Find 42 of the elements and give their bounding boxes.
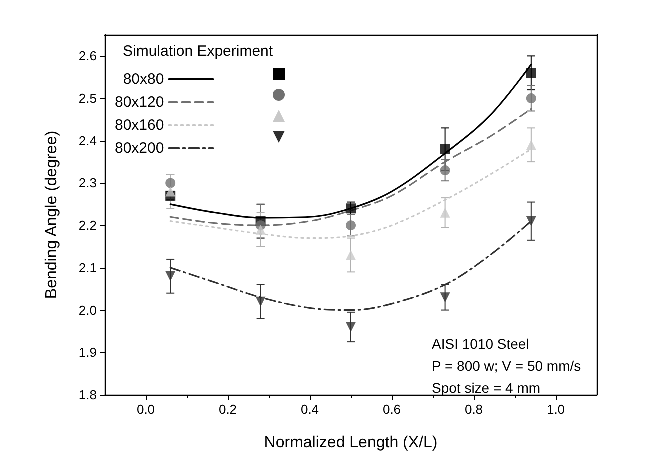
point: [256, 296, 266, 307]
point: [526, 94, 536, 104]
y-tick-label: 2.2: [78, 218, 97, 234]
y-axis-title: Bending Angle (degree): [44, 130, 60, 300]
x-tick-label: 0.2: [218, 402, 238, 417]
x-tick-label: 0.8: [464, 402, 484, 417]
legend-label: 80x160: [114, 117, 164, 134]
legend-title: Simulation Experiment: [123, 43, 274, 60]
x-tick-label: 0.0: [136, 402, 156, 417]
point: [440, 292, 450, 303]
y-tick-label: 2.5: [78, 91, 97, 106]
legend-label: 80x120: [114, 94, 164, 111]
x-tick-label: 0.6: [382, 402, 402, 417]
y-tick-label: 2.3: [78, 176, 97, 191]
point: [346, 220, 356, 231]
point: [346, 250, 356, 260]
point: [440, 144, 450, 154]
y-tick-label: 1.9: [78, 345, 97, 360]
y-tick-label: 2.6: [78, 48, 97, 64]
x-tick-label: 0.4: [300, 402, 320, 417]
point: [440, 166, 450, 176]
point: [166, 271, 176, 282]
point: [526, 140, 536, 150]
y-tick-label: 2.1: [78, 260, 97, 276]
point: [166, 186, 176, 197]
point: [526, 68, 536, 78]
x-axis-title: Normalized Length (X/L): [264, 434, 438, 452]
point: [346, 322, 356, 332]
point: [440, 208, 450, 218]
y-tick-label: 1.8: [78, 388, 97, 402]
point: [526, 216, 536, 226]
annotation: Spot size = 4 mm: [432, 380, 541, 396]
legend-label: 80x200: [114, 140, 164, 157]
point: [166, 178, 176, 188]
annotation: P = 800 w; V = 50 mm/s: [432, 358, 582, 374]
annotation: AISI 1010 Steel: [432, 336, 530, 352]
x-tick-label: 1.0: [546, 402, 566, 417]
y-tick-label: 2.4: [78, 133, 97, 148]
legend-label: 80x80: [123, 71, 164, 88]
y-tick-label: 2.0: [78, 302, 97, 318]
point: [346, 204, 356, 214]
point: [256, 224, 266, 235]
